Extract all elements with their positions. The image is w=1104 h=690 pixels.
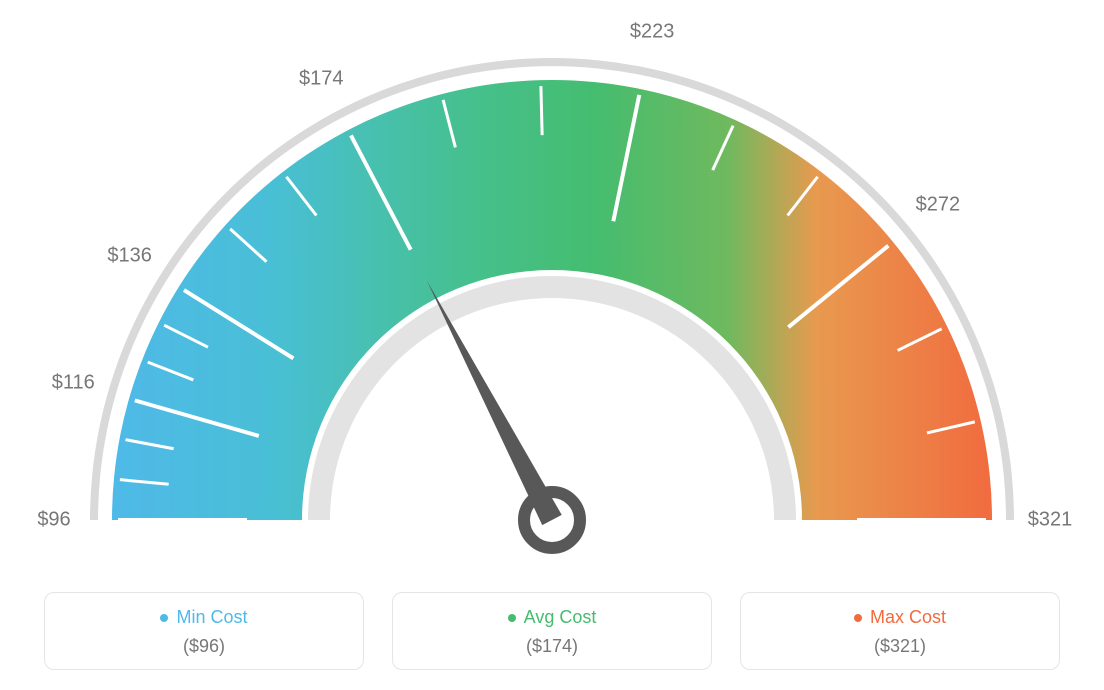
legend-title-avg: Avg Cost [508,607,597,628]
gauge-tick-label: $96 [37,509,70,532]
gauge-tick-label: $174 [299,67,344,90]
gauge-tick-label: $223 [630,21,675,44]
legend-title-max: Max Cost [854,607,946,628]
cost-gauge-chart: $96 $116 $136 $174 $223 $272 $321 [0,0,1104,570]
legend-label-min: Min Cost [176,607,247,628]
gauge-svg [0,0,1104,570]
legend-dot-avg [508,614,516,622]
gauge-colored-arc [112,80,992,520]
legend-label-max: Max Cost [870,607,946,628]
gauge-tick-label: $272 [916,194,961,217]
legend-dot-max [854,614,862,622]
legend-value-max: ($321) [741,636,1059,657]
legend-card-avg: Avg Cost ($174) [392,592,712,670]
legend-dot-min [160,614,168,622]
legend-card-min: Min Cost ($96) [44,592,364,670]
legend-card-max: Max Cost ($321) [740,592,1060,670]
gauge-minor-tick [541,86,542,135]
legend-value-avg: ($174) [393,636,711,657]
legend-label-avg: Avg Cost [524,607,597,628]
legend-title-min: Min Cost [160,607,247,628]
gauge-tick-label: $116 [52,371,95,394]
legend-row: Min Cost ($96) Avg Cost ($174) Max Cost … [0,592,1104,670]
gauge-tick-label: $321 [1028,509,1073,532]
legend-value-min: ($96) [45,636,363,657]
gauge-tick-label: $136 [107,245,152,268]
